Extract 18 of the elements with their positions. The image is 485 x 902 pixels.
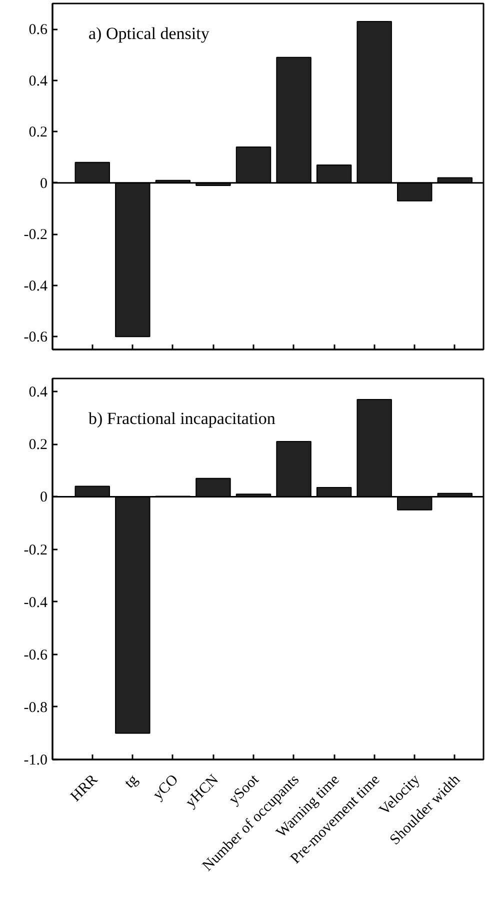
text: a) Optical density: [88, 24, 210, 43]
y-tick-label: 0.4: [28, 73, 48, 90]
y-tick-label: -0.6: [24, 330, 48, 346]
y-tick-label: 0: [40, 490, 48, 506]
y-tick-label: -0.4: [24, 278, 48, 294]
y-tick-label: 0.2: [28, 124, 48, 141]
y-tick-label: -0.8: [24, 700, 48, 716]
y-tick-label: -0.2: [24, 542, 48, 558]
y-tick-label: 0.6: [28, 22, 48, 38]
y-tick-label: -0.4: [24, 594, 48, 611]
text: b) Fractional incapacitation: [88, 409, 276, 428]
y-tick-label: -0.2: [24, 227, 48, 244]
y-tick-label: -0.6: [24, 647, 48, 664]
x-tick-label: tg: [122, 771, 142, 792]
y-tick-label: 0.2: [28, 437, 48, 454]
y-tick-label: -1.0: [24, 752, 48, 768]
y-tick-label: 0.4: [28, 384, 48, 401]
y-tick-label: 0: [40, 176, 48, 192]
